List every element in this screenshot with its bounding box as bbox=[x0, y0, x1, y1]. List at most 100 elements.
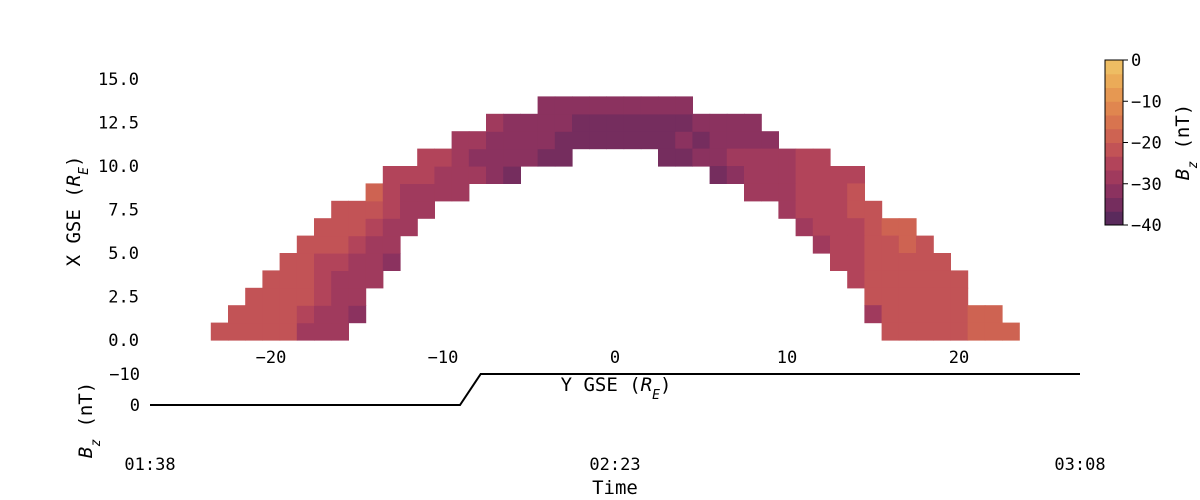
colorbar-band bbox=[1105, 197, 1123, 212]
heatmap-cell bbox=[503, 166, 521, 184]
heatmap-cell bbox=[382, 200, 401, 219]
heatmap-cell bbox=[847, 200, 865, 219]
heatmap-cell bbox=[864, 200, 883, 219]
colorbar-tick-label: −40 bbox=[1131, 216, 1162, 236]
heatmap-y-tick-label: 12.5 bbox=[98, 114, 139, 134]
heatmap-cell bbox=[348, 253, 367, 271]
heatmap-cell bbox=[898, 235, 917, 254]
heatmap-cell bbox=[967, 322, 986, 341]
colorbar-band bbox=[1105, 156, 1123, 171]
heatmap-cell bbox=[554, 148, 573, 167]
heatmap-cell bbox=[382, 218, 401, 237]
line-y-tick-label: 0 bbox=[130, 396, 140, 416]
heatmap-cell bbox=[606, 96, 625, 115]
line-panel: 01:38 02:23 03:08 0 −10 Time Bz (nT) bbox=[75, 365, 1106, 499]
heatmap-cell bbox=[744, 166, 762, 184]
colorbar-band bbox=[1105, 73, 1123, 88]
heatmap-cell bbox=[296, 305, 315, 324]
heatmap-cell bbox=[761, 183, 779, 202]
heatmap-cell bbox=[279, 305, 298, 324]
heatmap-y-tick-label: 2.5 bbox=[108, 288, 139, 308]
heatmap-cell bbox=[417, 200, 435, 219]
heatmap-cell bbox=[623, 131, 642, 150]
heatmap-cell bbox=[296, 253, 315, 271]
colorbar-tick-label: −10 bbox=[1131, 92, 1162, 112]
heatmap-cell bbox=[623, 113, 642, 132]
heatmap-cell bbox=[486, 131, 504, 150]
heatmap-cell bbox=[279, 287, 298, 306]
heatmap-cell bbox=[778, 148, 797, 167]
heatmap-cell bbox=[348, 270, 367, 289]
heatmap-cell bbox=[847, 253, 865, 271]
heatmap-cell bbox=[675, 148, 693, 167]
heatmap-cell bbox=[572, 113, 590, 132]
heatmap-cell bbox=[881, 253, 900, 271]
heatmap-cell bbox=[950, 305, 969, 324]
heatmap-cell bbox=[417, 148, 435, 167]
heatmap-cell bbox=[314, 322, 332, 341]
heatmap-cell bbox=[812, 235, 831, 254]
heatmap-cell bbox=[830, 200, 848, 219]
heatmap-cell bbox=[967, 305, 986, 324]
heatmap-y-ticks: 0.0 2.5 5.0 7.5 10.0 12.5 15.0 bbox=[98, 70, 139, 351]
heatmap-cell bbox=[434, 183, 453, 202]
colorbar-band bbox=[1105, 128, 1123, 143]
heatmap-cell bbox=[898, 270, 917, 289]
heatmap-cell bbox=[314, 287, 332, 306]
heatmap-cell bbox=[812, 148, 831, 167]
colorbar-band bbox=[1105, 87, 1123, 102]
heatmap-cell bbox=[675, 96, 693, 115]
heatmap-cell bbox=[417, 183, 435, 202]
heatmap-y-tick-label: 0.0 bbox=[108, 331, 139, 351]
colorbar-tick-label: 0 bbox=[1131, 51, 1141, 71]
heatmap-cell bbox=[709, 148, 728, 167]
heatmap-cell bbox=[331, 253, 349, 271]
heatmap-cell bbox=[451, 183, 470, 202]
heatmap-cell bbox=[744, 183, 762, 202]
heatmap-cell bbox=[916, 287, 934, 306]
heatmap-cell bbox=[331, 305, 349, 324]
line-y-ticks: 0 −10 bbox=[109, 365, 140, 416]
heatmap-cell bbox=[279, 270, 298, 289]
heatmap-cell bbox=[228, 305, 246, 324]
heatmap-cell bbox=[726, 131, 745, 150]
heatmap-cell bbox=[537, 96, 556, 115]
colorbar-band bbox=[1105, 183, 1123, 198]
heatmap-cell bbox=[296, 270, 315, 289]
heatmap-cell bbox=[331, 235, 349, 254]
heatmap-cell bbox=[400, 183, 418, 202]
colorbar: 0 −10 −20 −30 −40 Bz (nT) bbox=[1104, 51, 1200, 236]
heatmap-x-tick-label: −10 bbox=[428, 348, 459, 368]
heatmap-y-tick-label: 5.0 bbox=[108, 244, 139, 264]
heatmap-cell bbox=[830, 235, 848, 254]
heatmap-x-ticks: −20 −10 0 10 20 bbox=[256, 348, 970, 368]
heatmap-cell bbox=[916, 322, 934, 341]
heatmap-cell bbox=[795, 166, 814, 184]
heatmap-y-axis-label: X GSE (RE) bbox=[63, 156, 92, 267]
heatmap-cell bbox=[830, 218, 848, 237]
heatmap-cell bbox=[640, 96, 659, 115]
line-y-axis-label: Bz (nT) bbox=[75, 382, 104, 458]
heatmap-cell bbox=[881, 270, 900, 289]
heatmap-cell bbox=[675, 131, 693, 150]
heatmap-cell bbox=[245, 305, 263, 324]
heatmap-cell bbox=[898, 218, 917, 237]
heatmap-cell bbox=[658, 148, 676, 167]
heatmap-cell bbox=[331, 218, 349, 237]
heatmap-cell bbox=[1002, 322, 1020, 341]
heatmap-cell bbox=[589, 131, 607, 150]
heatmap-cell bbox=[761, 148, 779, 167]
heatmap-cell bbox=[640, 131, 659, 150]
heatmap-y-tick-label: 15.0 bbox=[98, 70, 139, 90]
heatmap-cell bbox=[296, 235, 315, 254]
heatmap-cell bbox=[864, 253, 883, 271]
heatmap-cell bbox=[348, 218, 367, 237]
heatmap-cell bbox=[382, 235, 401, 254]
heatmap-cell bbox=[468, 166, 487, 184]
heatmap-cell bbox=[228, 322, 246, 341]
heatmap-cell bbox=[279, 253, 298, 271]
colorbar-label: Bz (nT) bbox=[1172, 104, 1200, 180]
heatmap-cell bbox=[400, 200, 418, 219]
heatmap-cell bbox=[933, 322, 951, 341]
